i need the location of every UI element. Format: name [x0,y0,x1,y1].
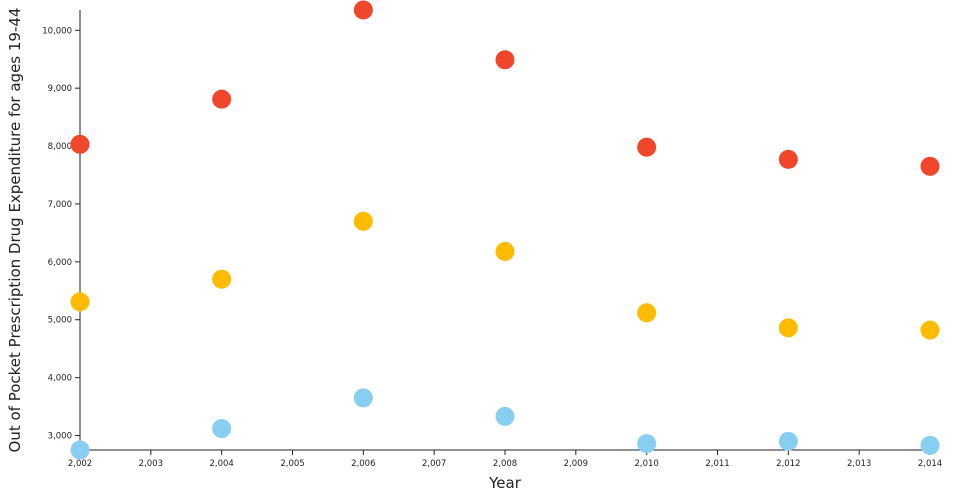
y-axis-ticks: 3,000 4,000 5,000 6,000 7,000 8,000 9,000 10,00… [42,26,80,442]
x-axis-title: Year [488,474,522,492]
data-point-series-1[interactable] [778,149,798,169]
x-axis-ticks: 2,002 2,003 2,004 2,005 2,006 2,007 2,008 2,009… [68,450,942,469]
data-point-series-2[interactable] [495,241,515,261]
x-tick-label: 2,008 [493,459,517,469]
data-point-series-3[interactable] [212,419,232,439]
y-tick-label: 4,000 [48,374,72,384]
y-tick-label: 6,000 [48,258,72,268]
y-tick-label: 10,000 [42,26,72,36]
data-point-series-1[interactable] [70,134,90,154]
x-tick-label: 2,004 [209,459,233,469]
x-tick-label: 2,009 [564,459,588,469]
data-points [70,0,940,460]
x-tick-label: 2,002 [68,459,92,469]
data-point-series-3[interactable] [353,388,373,408]
data-point-series-1[interactable] [353,0,373,20]
data-point-series-2[interactable] [778,318,798,338]
x-tick-label: 2,007 [422,459,446,469]
y-tick-label: 5,000 [48,316,72,326]
data-point-series-2[interactable] [353,211,373,231]
y-tick-label: 7,000 [48,200,72,210]
data-point-series-1[interactable] [637,137,657,157]
x-tick-label: 2,014 [918,459,942,469]
y-tick-label: 9,000 [48,84,72,94]
y-axis-title: Out of Pocket Prescription Drug Expendit… [6,8,24,453]
data-point-series-2[interactable] [212,269,232,289]
x-tick-label: 2,011 [705,459,729,469]
data-point-series-1[interactable] [495,50,515,70]
x-tick-label: 2,003 [139,459,163,469]
x-tick-label: 2,006 [351,459,375,469]
y-tick-label: 3,000 [48,432,72,442]
data-point-series-3[interactable] [495,406,515,426]
data-point-series-1[interactable] [920,156,940,176]
x-tick-label: 2,013 [847,459,871,469]
data-point-series-2[interactable] [920,320,940,340]
data-point-series-3[interactable] [778,431,798,451]
data-point-series-2[interactable] [637,303,657,323]
data-point-series-3[interactable] [920,435,940,455]
data-point-series-1[interactable] [212,89,232,109]
x-tick-label: 2,012 [776,459,800,469]
y-tick-label: 8,000 [48,142,72,152]
data-point-series-2[interactable] [70,292,90,312]
x-tick-label: 2,005 [280,459,304,469]
axes: 2,002 2,003 2,004 2,005 2,006 2,007 2,008 2,009… [42,10,942,469]
data-point-series-3[interactable] [70,440,90,460]
data-point-series-3[interactable] [637,434,657,454]
x-tick-label: 2,010 [634,459,658,469]
